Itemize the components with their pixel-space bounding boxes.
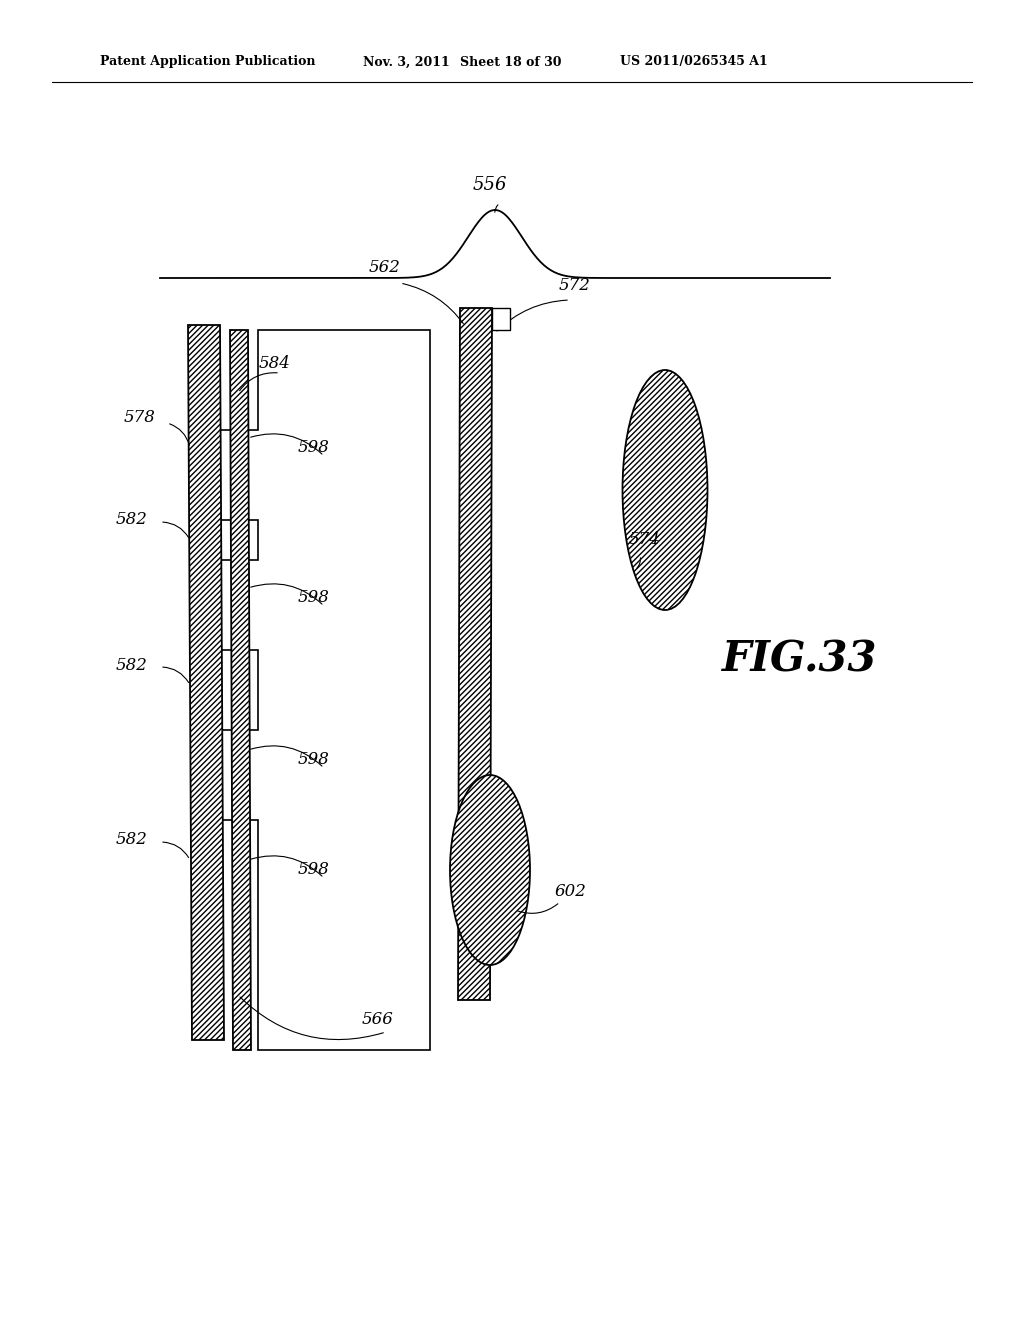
Text: 598: 598 [298,862,330,879]
Text: 562: 562 [369,260,401,276]
Text: 598: 598 [298,440,330,457]
Ellipse shape [623,370,708,610]
Text: 582: 582 [116,656,148,673]
Text: 566: 566 [362,1011,394,1028]
Polygon shape [188,325,224,1040]
Text: 584: 584 [259,355,291,371]
Text: 574: 574 [629,532,660,549]
Text: 598: 598 [298,590,330,606]
Polygon shape [203,330,430,1049]
Text: 556: 556 [473,176,507,194]
Ellipse shape [450,775,530,965]
Text: Patent Application Publication: Patent Application Publication [100,55,315,69]
Text: 602: 602 [554,883,586,900]
Text: Nov. 3, 2011: Nov. 3, 2011 [362,55,450,69]
Polygon shape [492,308,510,330]
Text: Sheet 18 of 30: Sheet 18 of 30 [460,55,561,69]
Polygon shape [458,308,492,1001]
Text: 598: 598 [298,751,330,768]
Text: 578: 578 [123,409,155,426]
Text: US 2011/0265345 A1: US 2011/0265345 A1 [620,55,768,69]
Text: 582: 582 [116,832,148,849]
Text: 572: 572 [559,276,591,293]
Polygon shape [230,330,251,1049]
Text: FIG.33: FIG.33 [722,639,878,681]
Text: 582: 582 [116,511,148,528]
